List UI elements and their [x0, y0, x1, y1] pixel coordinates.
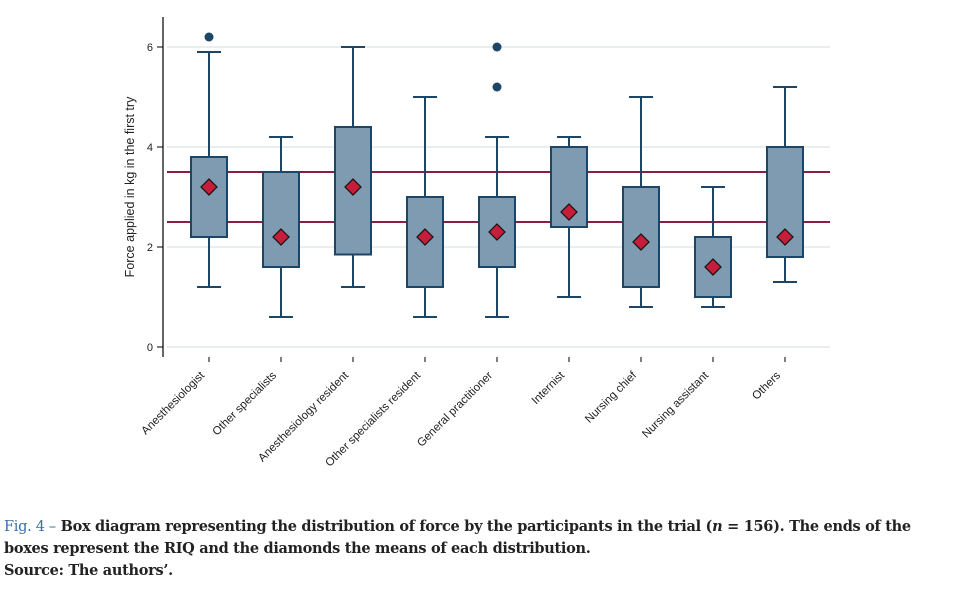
- x-tick-label: Other specialists: [211, 369, 280, 438]
- x-tick-label: General practitioner: [415, 370, 495, 450]
- mean-diamond: [488, 223, 506, 241]
- y-tick-label: 0: [147, 342, 153, 354]
- caption-text-2: = 156). The ends of the boxes represent …: [4, 518, 911, 557]
- y-tick-label: 6: [147, 42, 153, 54]
- mean-diamond: [560, 203, 578, 221]
- y-tick-label: 2: [147, 242, 153, 254]
- figure-label: Fig. 4 –: [4, 519, 56, 535]
- figure-caption: Fig. 4 – Box diagram representing the di…: [4, 516, 954, 582]
- mean-diamond: [776, 228, 794, 246]
- mean-diamond: [704, 258, 722, 276]
- outlier-point: [492, 42, 502, 52]
- x-tick-label: Anesthesiologist: [139, 369, 207, 437]
- caption-source: Source: The authors’.: [4, 562, 173, 579]
- outlier-point: [204, 32, 214, 42]
- box-iqr: [190, 156, 228, 238]
- x-tick-label: Nursing chief: [583, 369, 640, 426]
- y-tick-label: 4: [147, 142, 153, 154]
- x-tick-label: Nursing assistant: [640, 369, 711, 440]
- box-iqr: [262, 171, 300, 268]
- mean-diamond: [416, 228, 434, 246]
- mean-diamond: [632, 233, 650, 251]
- box-plot-chart: 0 2 4 6 Force applied in kg in the first try…: [123, 17, 830, 469]
- x-tick-label: Others: [750, 369, 783, 402]
- mean-diamond: [200, 178, 218, 196]
- outlier-point: [492, 82, 502, 92]
- caption-n-symbol: n: [712, 518, 723, 535]
- x-tick-label: Internist: [530, 369, 568, 407]
- mean-diamond: [272, 228, 290, 246]
- y-axis-label: Force applied in kg in the first try: [123, 96, 137, 277]
- caption-text-1: Box diagram representing the distributio…: [55, 518, 713, 535]
- box-iqr: [334, 126, 372, 256]
- mean-diamond: [344, 178, 362, 196]
